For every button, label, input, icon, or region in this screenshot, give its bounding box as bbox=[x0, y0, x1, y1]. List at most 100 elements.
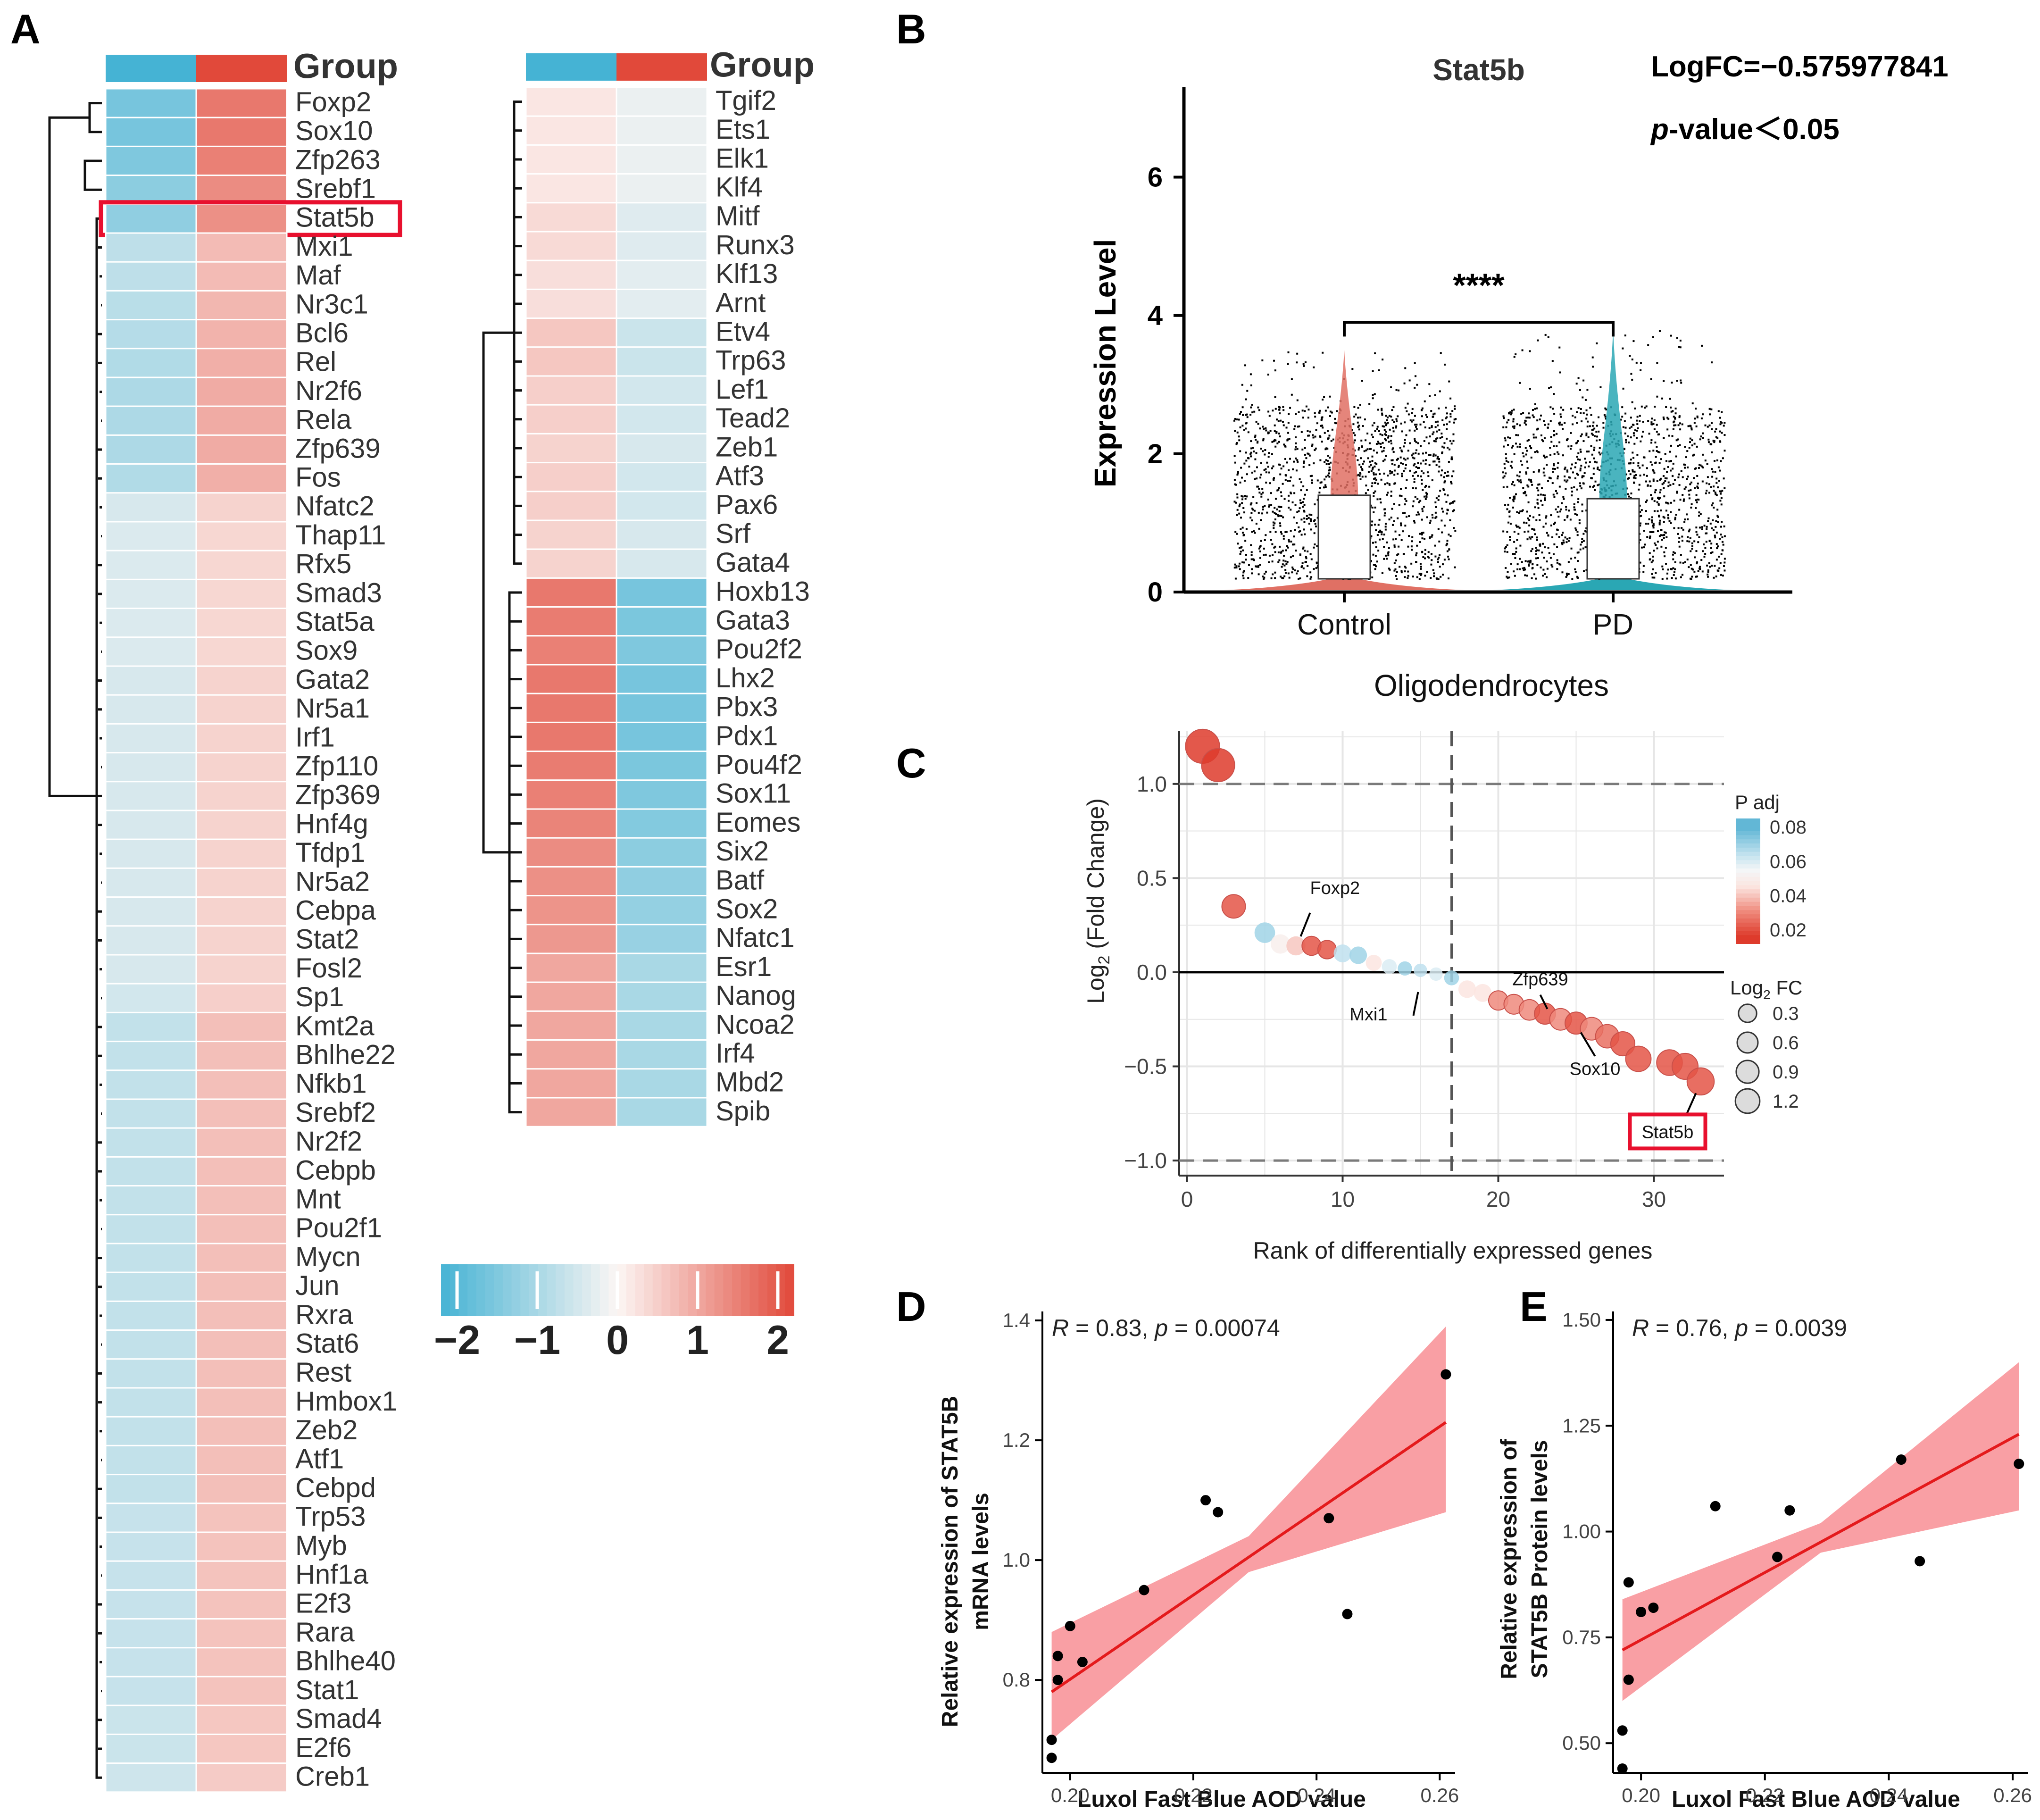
violin-jitter-point bbox=[1546, 464, 1548, 466]
violin-jitter-point bbox=[1721, 422, 1723, 424]
heatmap-cell-pd bbox=[616, 866, 708, 897]
violin-jitter-point bbox=[1362, 463, 1364, 465]
violin-jitter-point bbox=[1579, 548, 1582, 551]
violin-jitter-point bbox=[1577, 560, 1579, 562]
violin-jitter-point bbox=[1314, 412, 1316, 414]
violin-jitter-point bbox=[1439, 566, 1441, 568]
violin-jitter-point bbox=[1566, 516, 1569, 518]
violin-jitter-point bbox=[1435, 438, 1438, 440]
legend-swatch bbox=[441, 1264, 450, 1316]
violin-jitter-point bbox=[1300, 481, 1302, 484]
violin-jitter-point bbox=[1296, 352, 1299, 355]
violin-jitter-point bbox=[1296, 361, 1298, 364]
violin-jitter-point bbox=[1322, 399, 1324, 401]
violin-jitter-point bbox=[1411, 408, 1414, 410]
violin-jitter-point bbox=[1391, 409, 1393, 411]
heatmap-cell-control bbox=[105, 261, 197, 292]
violin-jitter-point bbox=[1300, 566, 1303, 568]
violin-jitter-point bbox=[1652, 526, 1655, 529]
violin-jitter-point bbox=[1373, 422, 1375, 424]
violin-jitter-point bbox=[1710, 422, 1713, 424]
violin-jitter-point bbox=[1454, 405, 1456, 408]
violin-jitter-point bbox=[1661, 397, 1664, 400]
violin-jitter-point bbox=[1570, 408, 1573, 410]
violin-jitter-point bbox=[1585, 509, 1588, 512]
violin-jitter-point bbox=[1331, 411, 1333, 414]
violin-jitter-point bbox=[1702, 413, 1704, 416]
violin-jitter-point bbox=[1434, 454, 1437, 457]
violin-jitter-point bbox=[1506, 508, 1508, 510]
violin-jitter-point bbox=[1683, 463, 1685, 466]
violin-jitter-point bbox=[1624, 432, 1626, 434]
violin-jitter-point bbox=[1640, 362, 1642, 364]
padj-legend-swatch bbox=[1736, 843, 1760, 848]
violin-jitter-point bbox=[1415, 561, 1417, 563]
violin-jitter-point bbox=[1276, 514, 1279, 516]
violin-jitter-point bbox=[1445, 407, 1447, 409]
violin-jitter-point bbox=[1390, 517, 1392, 519]
violin-jitter-point bbox=[1724, 487, 1726, 489]
violin-jitter-point bbox=[1568, 509, 1570, 512]
violin-jitter-point bbox=[1696, 416, 1699, 418]
rank-y-tick-label: −0.5 bbox=[1124, 1054, 1167, 1078]
gene-label: Rara bbox=[295, 1617, 355, 1648]
violin-jitter-point bbox=[1256, 502, 1258, 504]
violin-jitter-point bbox=[1328, 434, 1331, 437]
heatmap-cell-control bbox=[525, 259, 617, 290]
violin-jitter-point bbox=[1675, 439, 1678, 442]
violin-jitter-point bbox=[1592, 428, 1594, 431]
violin-jitter-point bbox=[1257, 441, 1259, 443]
violin-y-label: Expression Level bbox=[1088, 239, 1122, 487]
padj-legend-swatch bbox=[1736, 839, 1760, 844]
violin-jitter-point bbox=[1566, 515, 1569, 517]
violin-jitter-point bbox=[1370, 535, 1373, 537]
violin-jitter-point bbox=[1297, 460, 1299, 463]
heatmap-cell-control bbox=[105, 578, 197, 609]
violin-jitter-point bbox=[1382, 460, 1384, 462]
violin-jitter-point bbox=[1645, 510, 1647, 512]
violin-jitter-point bbox=[1652, 423, 1655, 425]
violin-jitter-point bbox=[1257, 566, 1259, 568]
violin-jitter-point bbox=[1400, 524, 1402, 526]
violin-jitter-point bbox=[1521, 463, 1524, 466]
violin-jitter-point bbox=[1263, 554, 1265, 556]
violin-jitter-point bbox=[1716, 459, 1718, 461]
heatmap-cell-control bbox=[525, 924, 617, 954]
violin-jitter-point bbox=[1396, 420, 1398, 423]
violin-jitter-point bbox=[1558, 485, 1561, 488]
violin-jitter-point bbox=[1516, 526, 1518, 528]
violin-jitter-point bbox=[1411, 536, 1414, 538]
violin-jitter-point bbox=[1591, 356, 1594, 359]
violin-jitter-point bbox=[1675, 514, 1677, 516]
violin-jitter-point bbox=[1639, 420, 1641, 422]
violin-jitter-point bbox=[1381, 434, 1383, 436]
violin-jitter-point bbox=[1710, 543, 1713, 545]
violin-jitter-point bbox=[1416, 514, 1418, 516]
violin-jitter-point bbox=[1564, 468, 1566, 470]
violin-jitter-point bbox=[1522, 487, 1524, 489]
violin-jitter-point bbox=[1659, 519, 1661, 522]
violin-jitter-point bbox=[1513, 570, 1515, 573]
violin-jitter-point bbox=[1583, 570, 1585, 572]
violin-jitter-point bbox=[1381, 414, 1383, 416]
violin-jitter-point bbox=[1439, 490, 1441, 492]
violin-jitter-point bbox=[1397, 473, 1399, 475]
violin-jitter-point bbox=[1431, 425, 1433, 427]
violin-jitter-point bbox=[1593, 457, 1595, 459]
violin-jitter-point bbox=[1552, 471, 1554, 473]
violin-jitter-point bbox=[1288, 576, 1291, 579]
violin-jitter-point bbox=[1252, 496, 1255, 498]
violin-jitter-point bbox=[1453, 500, 1456, 502]
violin-jitter-point bbox=[1264, 505, 1266, 507]
violin-jitter-point bbox=[1256, 466, 1258, 468]
violin-jitter-point bbox=[1536, 539, 1538, 541]
violin-jitter-point bbox=[1399, 522, 1402, 525]
violin-jitter-point bbox=[1303, 365, 1305, 367]
violin-jitter-point bbox=[1719, 430, 1721, 433]
violin-jitter-point bbox=[1295, 457, 1297, 459]
violin-jitter-point bbox=[1582, 482, 1584, 484]
violin-category-label: PD bbox=[1593, 609, 1633, 641]
violin-jitter-point bbox=[1361, 468, 1364, 470]
violin-jitter-point bbox=[1357, 426, 1359, 428]
violin-jitter-point bbox=[1374, 490, 1376, 493]
